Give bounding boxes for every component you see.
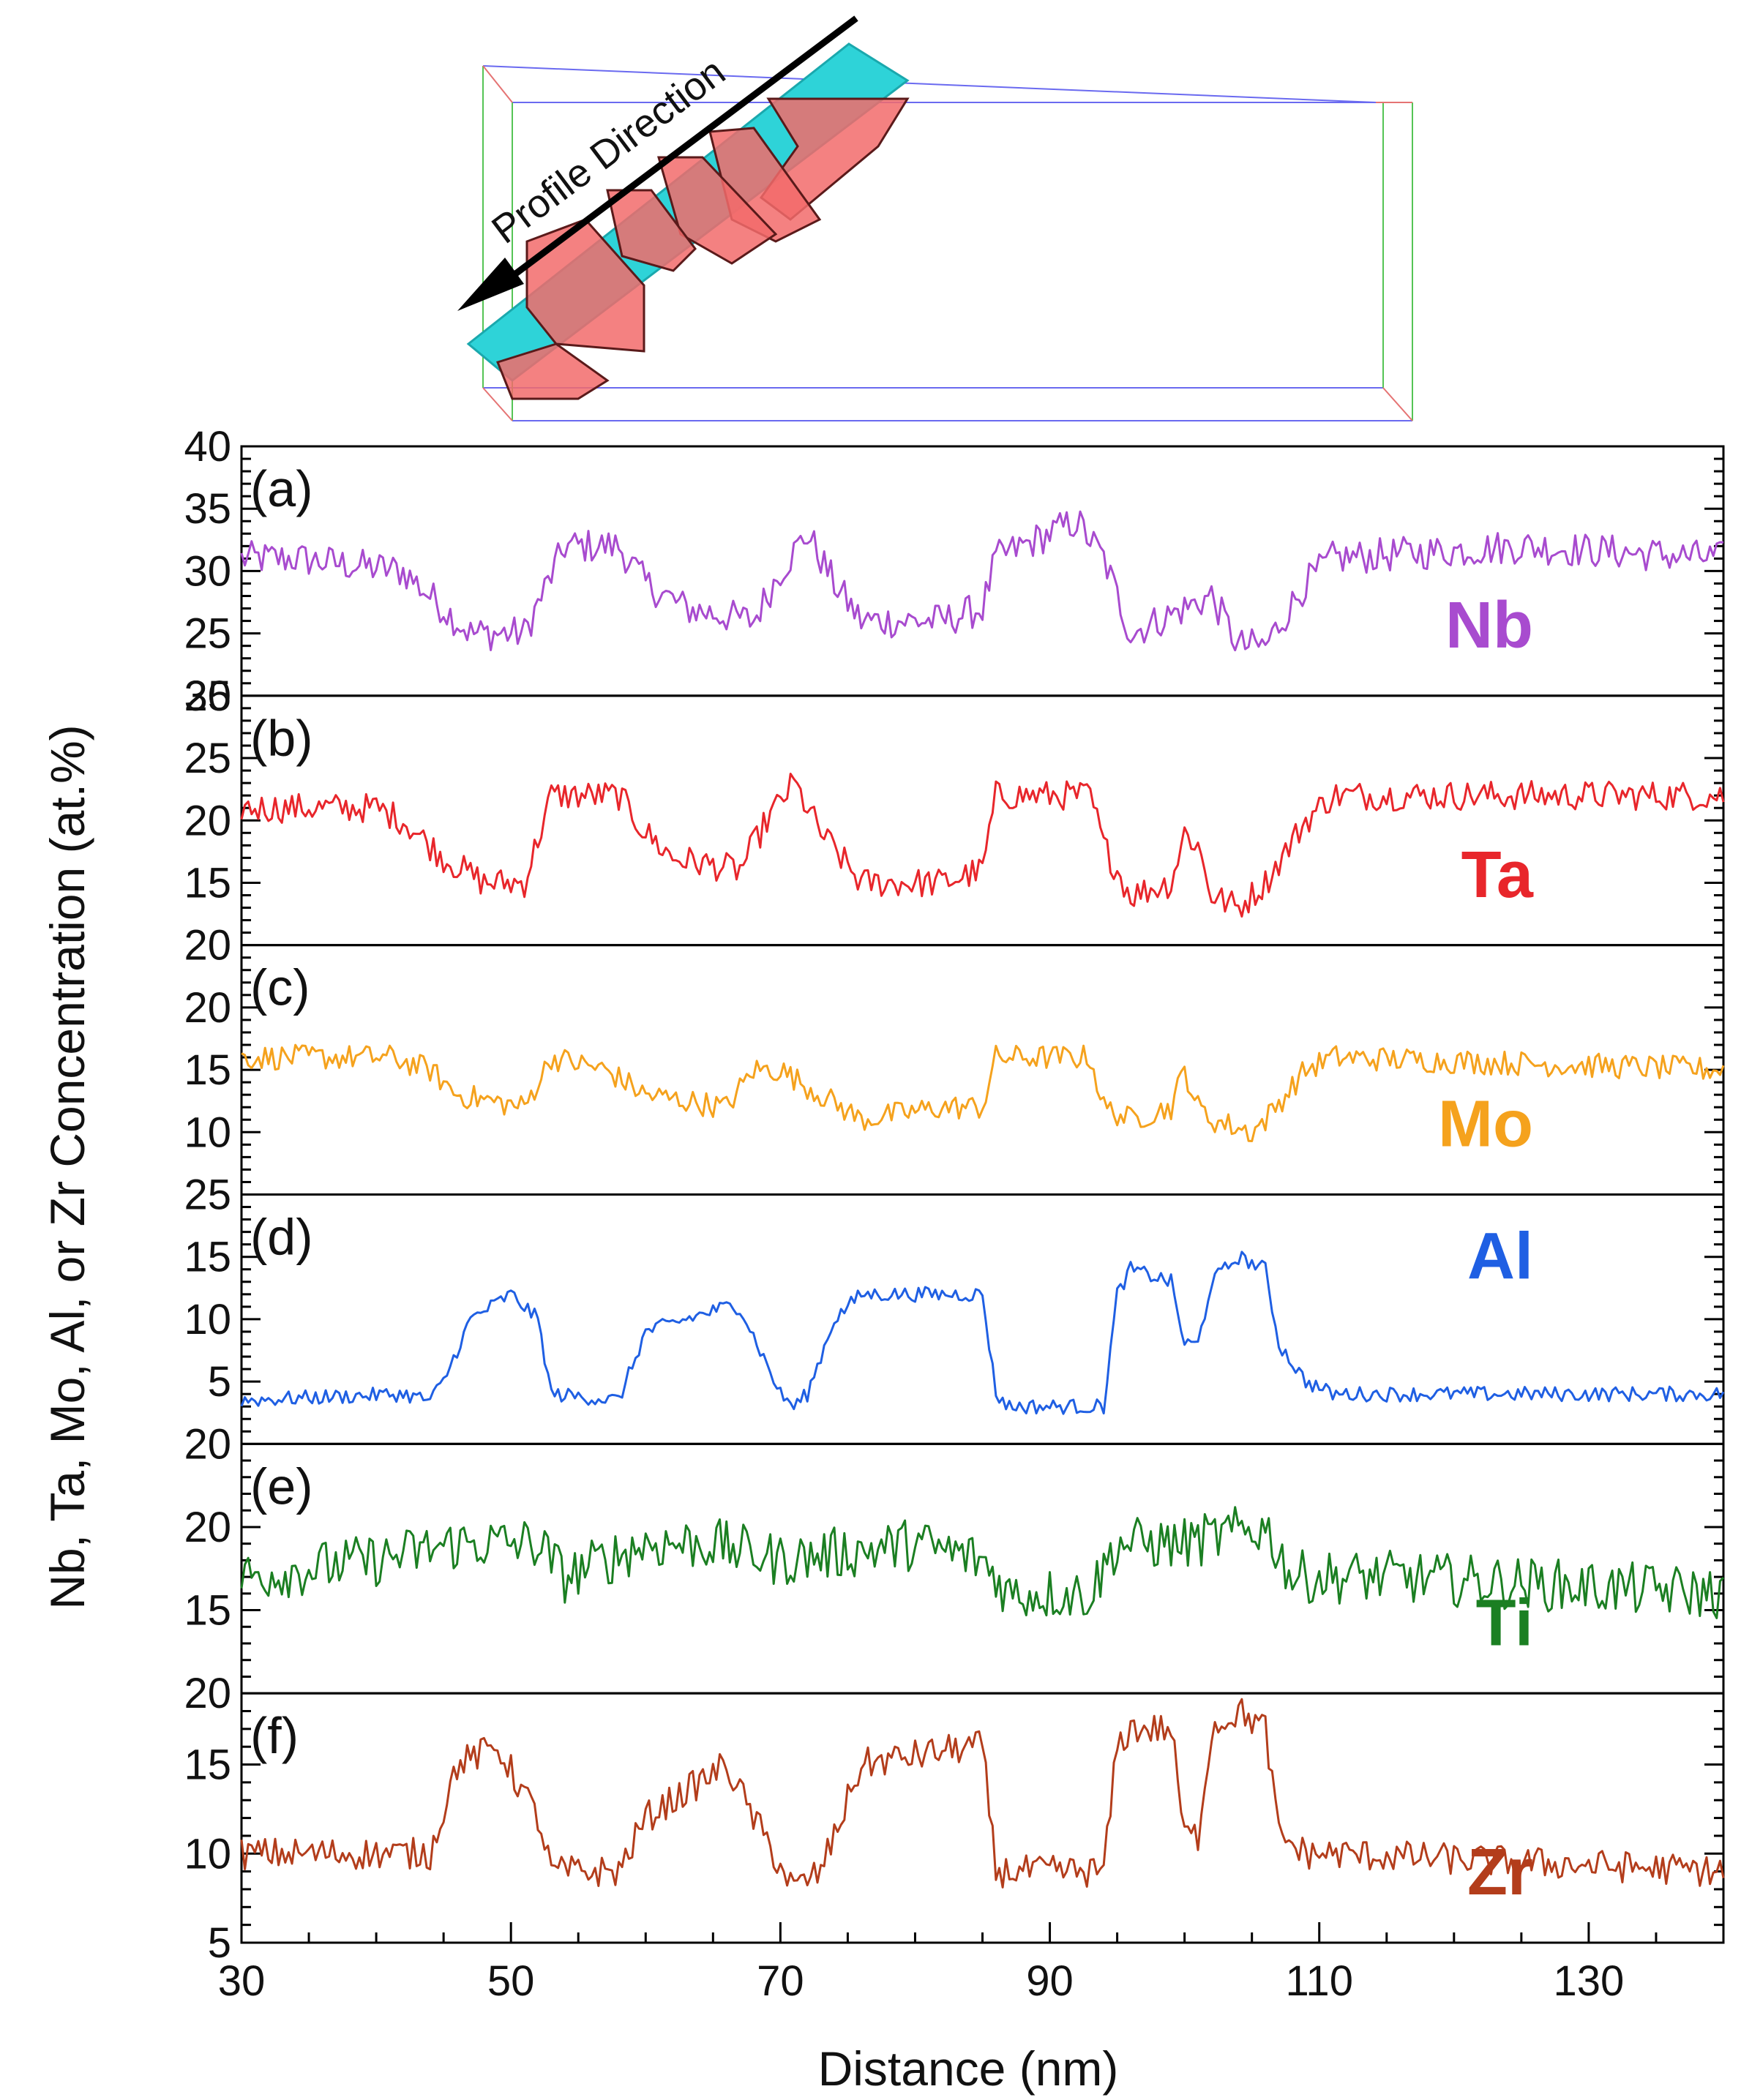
y-tick-label: 30 xyxy=(184,672,231,720)
inset-box-edge xyxy=(1382,387,1413,421)
y-tick-label: 20 xyxy=(184,1504,231,1551)
y-tick-label: 10 xyxy=(184,1830,231,1878)
panel-tag: (e) xyxy=(250,1458,313,1515)
inset-box-edge xyxy=(482,65,513,103)
y-tick-label: 40 xyxy=(184,423,231,470)
atom-probe-inset: Profile Direction xyxy=(457,15,1413,421)
y-tick-label: 25 xyxy=(184,1171,231,1219)
y-tick-label: 20 xyxy=(184,1420,231,1468)
y-tick-label: 15 xyxy=(184,859,231,907)
y-tick-label: 5 xyxy=(208,1919,231,1967)
y-tick-label: 10 xyxy=(184,1109,231,1156)
arrow-head-icon xyxy=(457,258,524,311)
series-line-zr xyxy=(240,1698,1725,1889)
x-axis: 30 50 70 90 110 130 xyxy=(218,1922,1725,2005)
y-tick-label: 15 xyxy=(184,1046,231,1094)
red-isosurface xyxy=(606,189,697,272)
element-label-ta: Ta xyxy=(1461,839,1534,912)
y-tick-label: 25 xyxy=(184,610,231,658)
y-tick-label: 25 xyxy=(184,672,231,720)
y-tick-label: 20 xyxy=(184,1670,231,1717)
element-label-nb: Nb xyxy=(1445,589,1533,662)
inset-box-edge xyxy=(482,65,1377,103)
panel-tag: (d) xyxy=(250,1209,313,1266)
panel-tag: (a) xyxy=(250,460,313,517)
x-tick-label: 70 xyxy=(757,1957,804,2005)
y-tick-label: 15 xyxy=(184,1234,231,1281)
series-line-mo xyxy=(241,1043,1725,1142)
panel-ti: 20 15 20 (e) Ti xyxy=(184,1420,1725,1695)
x-tick-label: 50 xyxy=(487,1957,535,2005)
y-tick-label: 25 xyxy=(184,735,231,782)
element-label-zr: Zr xyxy=(1467,1836,1533,1909)
red-isosurface xyxy=(657,156,778,265)
y-tick-label: 15 xyxy=(184,1587,231,1635)
x-tick-label: 90 xyxy=(1026,1957,1074,2005)
y-tick-label: 5 xyxy=(208,1358,231,1406)
x-tick-label: 30 xyxy=(218,1957,266,2005)
y-tick-label: 35 xyxy=(184,485,231,533)
element-label-ti: Ti xyxy=(1476,1586,1533,1660)
panel-ta: 25 15 20 25 (b) Ta xyxy=(184,672,1725,947)
panel-tag: (b) xyxy=(250,710,313,767)
element-label-al: Al xyxy=(1467,1220,1533,1294)
y-tick-label: 15 xyxy=(184,1741,231,1789)
y-axis-title: Nb, Ta, Mo, Al, or Zr Concentration (at.… xyxy=(40,724,94,1609)
x-tick-label: 110 xyxy=(1285,1957,1352,2005)
panel-mo: 20 10 15 20 (c) Mo xyxy=(184,922,1725,1196)
y-tick-label: 20 xyxy=(184,922,231,970)
inset-box-edge xyxy=(482,387,513,421)
y-tick-label: 30 xyxy=(184,547,231,595)
series-line-ta xyxy=(240,773,1725,918)
x-axis-title: Distance (nm) xyxy=(818,2041,1119,2096)
element-label-mo: Mo xyxy=(1438,1088,1533,1161)
panel-al: 25 5 10 15 (d) Al xyxy=(184,1171,1725,1445)
panel-tag: (f) xyxy=(250,1707,299,1764)
y-tick-label: 10 xyxy=(184,1296,231,1343)
series-line-nb xyxy=(240,510,1724,652)
red-isosurface xyxy=(496,342,610,400)
series-line-ti xyxy=(240,1506,1725,1619)
y-tick-label: 20 xyxy=(184,984,231,1032)
x-tick-label: 130 xyxy=(1554,1957,1625,2005)
y-tick-label: 20 xyxy=(184,797,231,844)
panel-zr: 20 5 10 15 (f) Zr xyxy=(184,1670,1725,1967)
panel-tag: (c) xyxy=(250,959,310,1016)
series-line-al xyxy=(240,1250,1725,1415)
profile-direction-arrow xyxy=(488,15,858,296)
